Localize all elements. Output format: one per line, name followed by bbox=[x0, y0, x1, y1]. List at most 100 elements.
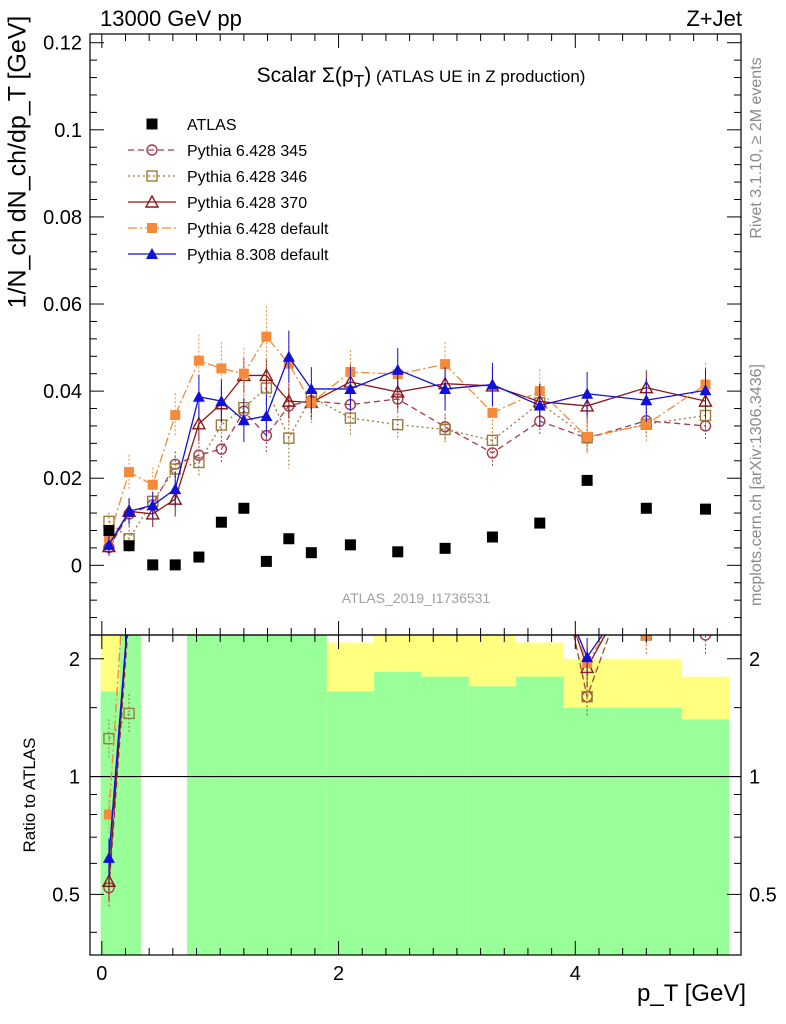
main-series bbox=[101, 306, 713, 571]
ratio-pythia-6-428-370-point bbox=[101, 873, 117, 887]
series-pythia-8-308-default-point bbox=[533, 399, 546, 411]
series-atlas-point bbox=[283, 533, 295, 545]
band-1sigma-bin bbox=[326, 691, 375, 955]
legend-atlas-marker bbox=[146, 118, 158, 130]
series-atlas-point bbox=[486, 531, 498, 543]
band-1sigma-bin bbox=[187, 635, 210, 955]
band-1sigma-bin bbox=[610, 707, 682, 955]
ratio-tick-label-left: 1 bbox=[69, 767, 80, 789]
legend-pythia-6-428-370: Pythia 6.428 370 bbox=[128, 194, 307, 212]
ratio-pythia-6-428-346-point bbox=[123, 707, 135, 720]
series-pythia-6-428-345-line bbox=[108, 398, 706, 548]
y-tick-label: 0.08 bbox=[43, 207, 82, 229]
legend-pythia-8-308-default-label: Pythia 8.308 default bbox=[187, 247, 329, 264]
plot-title: Scalar Σ(pT) (ATLAS UE in Z production) bbox=[257, 64, 586, 92]
series-atlas-point bbox=[260, 555, 272, 567]
series-atlas-point bbox=[103, 524, 115, 536]
series-pythia-6-428-346-point bbox=[344, 412, 357, 424]
ratio-tick-label-right: 0.5 bbox=[749, 884, 777, 906]
series-pythia-6-428-default-point bbox=[193, 355, 204, 366]
band-1sigma-bin bbox=[119, 635, 141, 955]
legend-pythia-6-428-345-label: Pythia 6.428 345 bbox=[187, 143, 307, 160]
ratio-pythia-8-308-default-point bbox=[102, 851, 115, 863]
y-tick-label: 0 bbox=[71, 555, 82, 577]
series-atlas-point bbox=[238, 502, 250, 514]
main-panel: 0 0.02 0.04 0.06 0.08 0.1 0.12 0 2 4 0.5 0.5 1 1 2 2 ATL… bbox=[43, 33, 777, 985]
series-pythia-6-428-345-point bbox=[215, 443, 228, 455]
series-pythia-6-428-default-point bbox=[582, 431, 593, 442]
legend-pythia-6-428-346: Pythia 6.428 346 bbox=[128, 169, 307, 186]
series-pythia-6-428-370-point bbox=[145, 506, 160, 520]
legend-pythia-6-428-default: Pythia 6.428 default bbox=[128, 221, 329, 238]
series-atlas-point bbox=[699, 503, 711, 515]
series-pythia-6-428-default-point bbox=[147, 479, 158, 490]
series-pythia-6-428-346-point bbox=[486, 434, 499, 447]
series-pythia-8-308-default-point bbox=[640, 394, 653, 406]
legend-atlas: ATLAS bbox=[146, 117, 237, 134]
ratio-pythia-6-428-default-point bbox=[103, 809, 114, 820]
series-pythia-6-428-346-point bbox=[439, 423, 451, 436]
series-pythia-6-428-default-point bbox=[440, 359, 451, 370]
y-tick-label: 0.12 bbox=[43, 33, 82, 55]
series-pythia-8-308-default-point bbox=[192, 390, 205, 402]
x-tick-label: 0 bbox=[96, 963, 107, 985]
ratio-pythia-8-308-default-point bbox=[123, 596, 135, 607]
band-1sigma-bin bbox=[468, 686, 517, 955]
y-tick-label: 0.02 bbox=[43, 468, 82, 490]
ratio-pythia-6-428-345-point bbox=[124, 609, 134, 619]
series-atlas-point bbox=[147, 559, 159, 571]
legend-pythia-6-428-default-label: Pythia 6.428 default bbox=[187, 221, 329, 238]
ratio-bands bbox=[100, 635, 730, 955]
series-pythia-8-308-default-point bbox=[102, 538, 115, 550]
series-pythia-6-428-default-point bbox=[261, 331, 272, 342]
ratio-tick-label-left: 2 bbox=[69, 649, 80, 671]
ratio-pythia-6-428-345-point bbox=[699, 635, 712, 641]
series-atlas-point bbox=[439, 542, 451, 554]
series-pythia-6-428-370-line bbox=[108, 374, 706, 547]
series-pythia-6-428-370-point bbox=[259, 367, 274, 382]
main-ticks: 0 0.02 0.04 0.06 0.08 0.1 0.12 0 2 4 0.5 0.5 1 1 2 2 bbox=[43, 33, 777, 985]
series-pythia-6-428-default-point bbox=[238, 368, 249, 379]
legend-pythia-6-428-default-marker bbox=[147, 223, 157, 233]
series-atlas-point bbox=[169, 559, 181, 571]
analysis-id: ATLAS_2019_I1736531 bbox=[341, 590, 491, 606]
x-tick-label: 2 bbox=[333, 963, 344, 985]
series-atlas-point bbox=[392, 546, 404, 558]
ratio-tick-label-right: 2 bbox=[749, 649, 760, 671]
series-pythia-6-428-default-point bbox=[487, 407, 498, 418]
plot-title-close: ) bbox=[364, 64, 372, 87]
series-pythia-8-308-default-point bbox=[260, 409, 273, 421]
ratio-pythia-8-308-default-line bbox=[108, 635, 128, 858]
legend-pythia-6-428-370-label: Pythia 6.428 370 bbox=[187, 195, 307, 212]
series-pythia-6-428-default-point bbox=[216, 363, 227, 374]
series-pythia-6-428-default-point bbox=[124, 467, 135, 478]
series-pythia-8-308-default-point bbox=[282, 350, 295, 362]
ratio-tick-label-right: 1 bbox=[749, 767, 760, 789]
series-pythia-8-308-default-point bbox=[344, 382, 357, 394]
legend-pythia-6-428-345: Pythia 6.428 345 bbox=[128, 143, 307, 160]
series-pythia-8-308-default-point bbox=[146, 499, 159, 511]
legend-pythia-8-308-default-marker bbox=[146, 248, 158, 259]
series-atlas-point bbox=[581, 474, 593, 486]
series-atlas-point bbox=[215, 516, 227, 528]
series-pythia-6-428-default-point bbox=[170, 410, 181, 421]
band-1sigma-bin bbox=[209, 635, 233, 955]
ratio-series bbox=[101, 596, 712, 907]
ratio-pythia-6-428-370-point bbox=[123, 596, 135, 607]
series-pythia-6-428-346-point bbox=[392, 418, 404, 431]
y-tick-label: 0.06 bbox=[43, 294, 82, 316]
ratio-tick-label-left: 0.5 bbox=[52, 884, 80, 906]
y-axis-title: 1/N_ch dN_ch/dp_T [GeV] bbox=[3, 15, 32, 309]
series-pythia-6-428-346-point bbox=[193, 456, 205, 469]
series-pythia-8-308-default-point bbox=[237, 414, 250, 426]
series-pythia-8-308-default-point bbox=[169, 483, 182, 495]
series-atlas bbox=[103, 474, 711, 571]
band-1sigma-bin bbox=[232, 635, 255, 955]
series-pythia-8-308-default bbox=[102, 330, 712, 554]
series-pythia-8-308-default-point bbox=[215, 395, 228, 407]
series-atlas-point bbox=[344, 539, 356, 551]
band-1sigma-bin bbox=[299, 635, 327, 955]
legend-atlas-label: ATLAS bbox=[187, 117, 237, 134]
process-label: Z+Jet bbox=[686, 6, 742, 31]
